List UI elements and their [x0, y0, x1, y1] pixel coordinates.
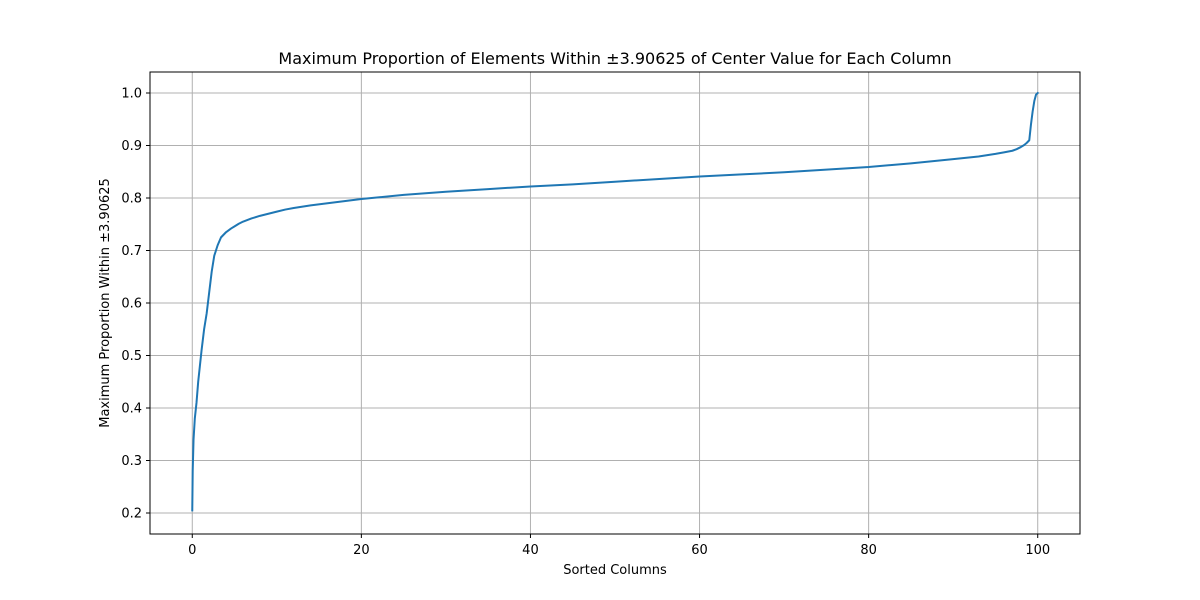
series-line — [191, 91, 1040, 512]
y-tick-label: 0.9 — [121, 139, 142, 154]
series-layer — [191, 91, 1040, 512]
y-tick-label: 0.3 — [121, 454, 142, 469]
x-tick-label: 20 — [353, 543, 370, 558]
y-tick-label: 0.4 — [121, 402, 142, 417]
plot-frame — [149, 71, 1081, 535]
y-tick-label: 0.5 — [121, 349, 142, 364]
x-axis-label: Sorted Columns — [563, 563, 667, 578]
axis-ticks: 0 20 40 60 80 100 0.2 0.3 0.4 0.5 0.6 0.7 0.8 0.9 1.0 — [121, 87, 1050, 559]
y-tick-label: 1.0 — [121, 87, 142, 102]
x-tick-label: 100 — [1025, 543, 1050, 558]
y-tick-label: 0.7 — [121, 244, 142, 259]
x-tick-label: 80 — [860, 543, 877, 558]
y-tick-label: 0.8 — [121, 192, 142, 207]
y-tick-label: 0.6 — [121, 297, 142, 312]
x-tick-label: 0 — [188, 543, 196, 558]
y-tick-label: 0.2 — [121, 507, 142, 522]
y-axis-label: Maximum Proportion Within ±3.90625 — [98, 178, 113, 428]
x-tick-label: 60 — [691, 543, 708, 558]
x-tick-label: 40 — [522, 543, 539, 558]
grid — [150, 72, 1080, 534]
chart-title: Maximum Proportion of Elements Within ±3… — [278, 49, 951, 68]
